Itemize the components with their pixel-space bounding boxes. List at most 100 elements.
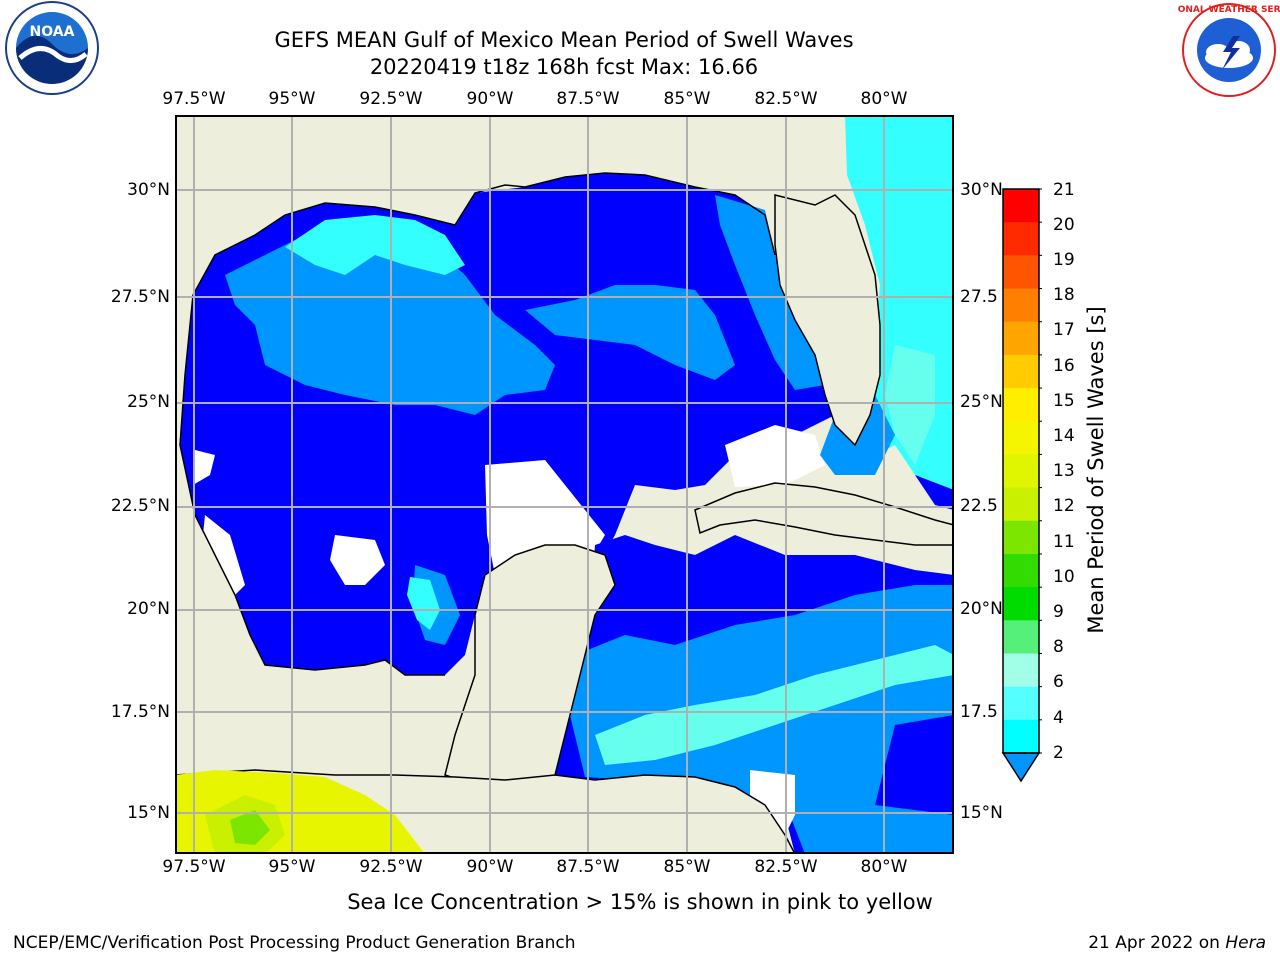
footer-date: 21 Apr 2022 on Hera <box>1088 933 1266 953</box>
colorbar-segment <box>1003 719 1039 754</box>
missing-patch <box>203 515 245 595</box>
colorbar-tick: 13 <box>1053 461 1075 481</box>
lon-label-top: 80°W <box>860 89 908 109</box>
footer-date-text: 21 Apr 2022 on <box>1088 933 1226 953</box>
lat-label-left: 25°N <box>127 392 170 412</box>
colorbar-tick: 6 <box>1053 672 1064 692</box>
colorbar-segment <box>1003 686 1039 721</box>
colorbar-tick: 20 <box>1053 215 1075 235</box>
colorbar-segment <box>1003 553 1039 588</box>
chart-title: GEFS MEAN Gulf of Mexico Mean Period of … <box>274 28 854 52</box>
lat-label-right: 22.5 <box>960 496 998 516</box>
lat-label-left: 17.5°N <box>110 702 170 722</box>
atlantic-ocean-lighter <box>885 345 935 465</box>
colorbar-tick: 14 <box>1053 426 1075 446</box>
lat-label-right: 30°N <box>960 180 1003 200</box>
colorbar-tick: 4 <box>1053 708 1064 728</box>
lat-label-left: 27.5°N <box>110 287 170 307</box>
grid-lines <box>175 115 954 854</box>
lon-label-bottom: 95°W <box>268 857 316 877</box>
caption: Sea Ice Concentration > 15% is shown in … <box>347 890 933 914</box>
lon-label-top: 87.5°W <box>556 89 620 109</box>
colorbar-segment <box>1003 454 1039 489</box>
colorbar-tick: 19 <box>1053 250 1075 270</box>
nws-logo: NATIONAL WEATHER SERVICE <box>1178 3 1280 97</box>
deep-blue-zone <box>875 715 954 815</box>
lon-label-top: 92.5°W <box>359 89 423 109</box>
deep-blue-zone <box>915 475 954 510</box>
colorbar-segment <box>1003 354 1039 389</box>
florida-land <box>774 194 881 447</box>
lat-label-left: 20°N <box>127 599 170 619</box>
lon-label-bottom: 85°W <box>663 857 711 877</box>
lat-label-right: 15°N <box>960 803 1003 823</box>
colorbar-segment <box>1003 388 1039 422</box>
colorbar-tick: 12 <box>1053 496 1075 516</box>
west-coastline <box>179 294 445 676</box>
colorbar-tick: 10 <box>1053 567 1075 587</box>
footer-credit: NCEP/EMC/Verification Post Processing Pr… <box>13 933 576 953</box>
lat-label-right: 17.5 <box>960 702 998 722</box>
colorbar-tick: 17 <box>1053 320 1075 340</box>
map-plot <box>175 115 954 854</box>
lon-label-top: 82.5°W <box>754 89 818 109</box>
colorbar-segment <box>1003 189 1039 223</box>
sea-ice-zone-green <box>230 810 270 845</box>
lon-label-bottom: 82.5°W <box>754 857 818 877</box>
cyan-zone <box>407 577 440 630</box>
colorbar-segment <box>1003 653 1039 688</box>
cuba-land <box>694 482 954 546</box>
lon-label-bottom: 97.5°W <box>162 857 226 877</box>
colorbar-segment <box>1003 487 1039 522</box>
colorbar <box>1001 188 1042 783</box>
colorbar-tick: 11 <box>1053 532 1075 552</box>
lon-label-top: 90°W <box>466 89 514 109</box>
colorbar-segment <box>1003 587 1039 621</box>
colorbar-extension <box>1001 752 1041 783</box>
lon-label-bottom: 92.5°W <box>359 857 423 877</box>
cyan-zone <box>285 215 465 275</box>
colorbar-tick: 21 <box>1053 180 1075 200</box>
missing-patch <box>330 535 385 585</box>
lon-label-bottom: 80°W <box>860 857 908 877</box>
missing-patch <box>750 770 795 845</box>
lat-label-right: 20°N <box>960 599 1003 619</box>
lat-label-left: 15°N <box>127 803 170 823</box>
map-frame <box>175 115 954 854</box>
noaa-logo-text: NOAA <box>30 24 75 40</box>
missing-patch <box>725 425 825 487</box>
lat-label-left: 30°N <box>127 180 170 200</box>
noaa-logo: NOAA <box>5 1 99 95</box>
colorbar-tick: 8 <box>1053 637 1064 657</box>
colorbar-segment <box>1003 288 1039 323</box>
colorbar-segment <box>1003 520 1039 555</box>
lon-label-top: 97.5°W <box>162 89 226 109</box>
colorbar-segment <box>1003 255 1039 290</box>
colorbar-label: Mean Period of Swell Waves [s] <box>1084 306 1108 634</box>
lon-label-top: 95°W <box>268 89 316 109</box>
svg-text:NATIONAL WEATHER SERVICE: NATIONAL WEATHER SERVICE <box>1178 5 1280 15</box>
lat-label-right: 25°N <box>960 392 1003 412</box>
lat-label-left: 22.5°N <box>110 496 170 516</box>
lon-label-top: 85°W <box>663 89 711 109</box>
colorbar-tick: 15 <box>1053 391 1075 411</box>
colorbar-frame <box>1002 188 1040 754</box>
lon-label-bottom: 87.5°W <box>556 857 620 877</box>
colorbar-segment <box>1003 321 1039 356</box>
colorbar-segment <box>1003 421 1039 455</box>
colorbar-tick: 2 <box>1053 743 1064 763</box>
lon-label-bottom: 90°W <box>466 857 514 877</box>
chart-subtitle: 20220419 t18z 168h fcst Max: 16.66 <box>369 55 759 79</box>
colorbar-tick: 18 <box>1053 285 1075 305</box>
mid-blue-zone <box>715 195 825 390</box>
colorbar-tick: 16 <box>1053 356 1075 376</box>
mid-blue-zone <box>525 285 735 380</box>
lat-label-right: 27.5 <box>960 287 998 307</box>
footer-machine: Hera <box>1225 933 1266 953</box>
colorbar-tick: 9 <box>1053 602 1064 622</box>
missing-patch <box>193 450 215 485</box>
colorbar-segment <box>1003 620 1039 654</box>
colorbar-segment <box>1003 222 1039 256</box>
caribbean-lighter <box>595 645 954 765</box>
yucatan-land <box>444 544 616 786</box>
